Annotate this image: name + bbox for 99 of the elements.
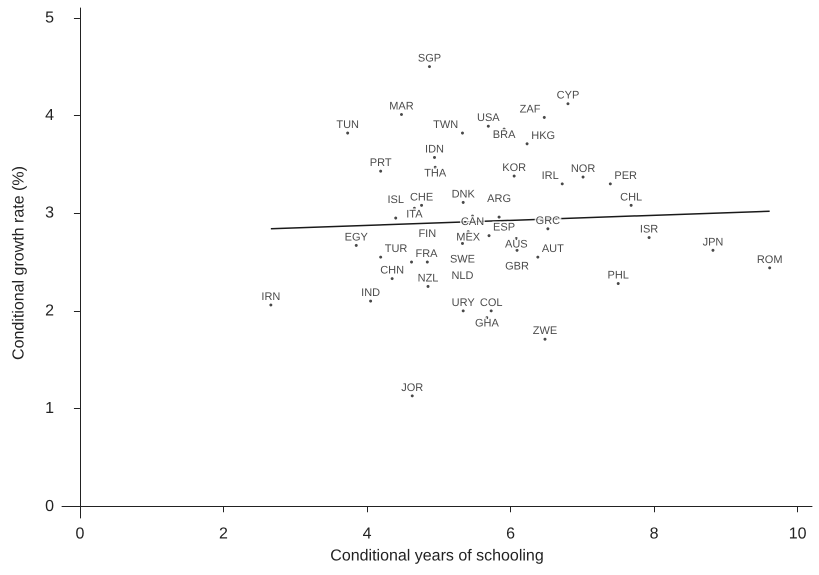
y-tick-label: 4: [45, 106, 54, 124]
data-label: PHL: [608, 270, 629, 282]
point: [488, 234, 491, 238]
point: [394, 216, 398, 220]
data-label: GHA: [474, 318, 500, 330]
data-label: PER: [614, 170, 638, 182]
data-label: AUT: [542, 243, 564, 256]
point: [544, 338, 547, 341]
y-tick-label: 5: [45, 9, 54, 26]
data-label: FRA: [416, 248, 438, 260]
y-tick-label: 0: [45, 498, 54, 515]
data-label: ISL: [387, 194, 404, 206]
data-label: URY: [452, 296, 476, 309]
point: [410, 394, 414, 398]
data-label: BRA: [492, 129, 516, 142]
data-label: USA: [477, 112, 500, 124]
data-label: HKG: [531, 130, 556, 142]
data-label: FIN: [418, 228, 436, 240]
data-label: GBR: [505, 260, 529, 272]
data-label: NZL: [418, 272, 438, 284]
data-label: TWN: [433, 119, 458, 132]
data-label: DNK: [452, 188, 476, 200]
data-label: PRT: [370, 157, 392, 170]
y-tick-label: 2: [45, 302, 54, 320]
point: [428, 65, 431, 68]
data-label: IDN: [425, 143, 444, 156]
point: [460, 132, 464, 135]
y-tick-label: 1: [45, 400, 54, 418]
point: [560, 182, 564, 186]
data-label: TUN: [336, 119, 360, 132]
y-tick-label: 3: [45, 204, 54, 222]
point: [546, 227, 550, 230]
x-axis-title: Conditional years of schooling: [330, 548, 544, 564]
x-tick-label: 10: [788, 526, 807, 542]
data-label: ARG: [487, 193, 512, 206]
point: [354, 244, 358, 247]
data-label: NOR: [570, 163, 596, 176]
data-label: IRN: [261, 291, 280, 304]
data-label: ZWE: [532, 325, 558, 338]
data-label: TUR: [384, 243, 408, 256]
point: [526, 142, 529, 146]
data-label: COL: [480, 296, 502, 309]
point: [410, 260, 414, 264]
point: [426, 284, 430, 288]
point: [512, 174, 516, 178]
data-label: SGP: [418, 52, 442, 65]
point: [432, 156, 436, 159]
point: [346, 132, 350, 135]
point: [462, 200, 465, 204]
data-label: MAR: [389, 100, 414, 112]
data-label: IND: [361, 287, 380, 300]
point: [486, 124, 490, 128]
data-label: THA: [424, 167, 447, 180]
data-label: NLD: [451, 270, 474, 282]
point: [390, 277, 394, 280]
data-label: CHN: [380, 264, 404, 277]
x-tick-label: 2: [219, 526, 228, 542]
x-tick-label: 0: [75, 526, 84, 542]
point: [582, 176, 585, 179]
data-label: ZAF: [520, 103, 541, 116]
data-label: AUS: [504, 238, 528, 251]
point: [460, 242, 464, 245]
data-label: CHL: [620, 191, 642, 204]
data-label: ESP: [493, 222, 516, 234]
point: [369, 300, 372, 303]
data-label: JPN: [702, 236, 724, 248]
point: [648, 236, 651, 240]
point: [490, 309, 493, 312]
data-label: KOR: [502, 162, 526, 174]
point: [616, 282, 620, 286]
point: [462, 309, 465, 312]
point: [542, 116, 546, 119]
point: [630, 204, 633, 207]
data-label: EGY: [344, 231, 369, 244]
data-label: JOR: [401, 382, 424, 394]
point: [379, 170, 382, 173]
point: [768, 266, 772, 270]
point: [498, 216, 501, 219]
point: [711, 248, 714, 252]
point: [536, 256, 540, 259]
data-label: CHE: [410, 191, 434, 204]
point: [608, 182, 612, 186]
x-tick-label: 4: [362, 526, 372, 542]
point: [566, 102, 570, 106]
data-label: CYP: [556, 90, 580, 102]
data-label: ROM: [756, 254, 782, 266]
y-axis-title: Conditional growth rate (%): [10, 166, 28, 360]
data-label: ISR: [640, 224, 658, 236]
data-label: IRL: [542, 170, 559, 182]
point: [400, 112, 403, 116]
point: [379, 256, 382, 259]
data-label: ITA: [406, 208, 424, 220]
x-tick-label: 6: [506, 526, 516, 542]
point: [269, 304, 272, 307]
data-label: MEX: [456, 232, 481, 244]
data-label: SWE: [450, 253, 476, 266]
x-tick-label: 8: [650, 526, 659, 542]
point: [420, 204, 424, 207]
point: [426, 260, 429, 264]
